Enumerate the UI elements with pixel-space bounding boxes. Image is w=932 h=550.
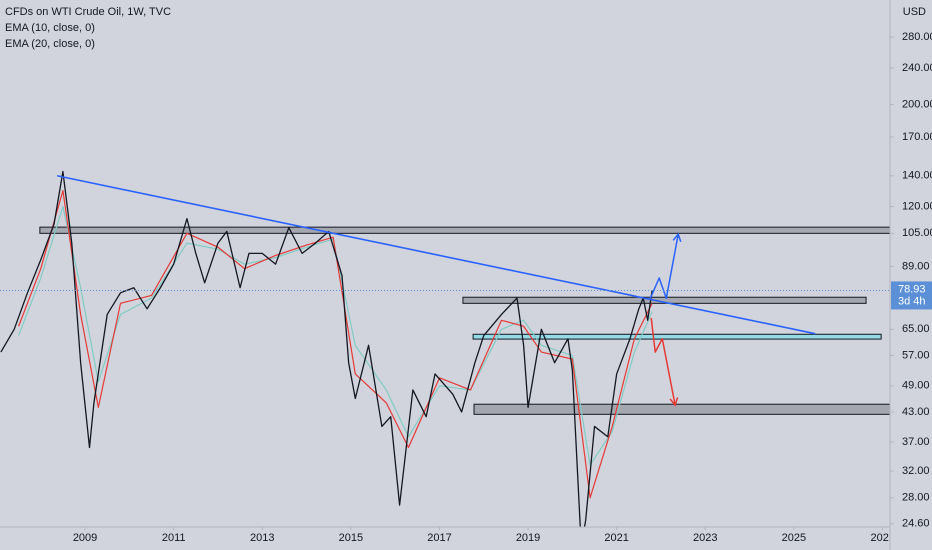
legend-entry: EMA (20, close, 0) — [5, 38, 95, 50]
last-price-label: 78.93 — [898, 283, 926, 295]
x-tick-label: 2025 — [782, 532, 806, 544]
price-zone — [473, 403, 890, 415]
y-tick-label: 37.00 — [902, 436, 930, 448]
y-tick-label: 140.00 — [902, 170, 932, 182]
y-tick-label: 200.00 — [902, 98, 932, 110]
y-tick-label: 24.60 — [902, 518, 930, 530]
y-tick-label: 280.00 — [902, 31, 932, 43]
x-tick-label: 2017 — [427, 532, 451, 544]
y-tick-label: 170.00 — [902, 131, 932, 143]
arrow-head — [672, 232, 682, 242]
price-line — [0, 170, 653, 527]
arrow-head — [669, 397, 679, 407]
y-tick-label: 43.00 — [902, 406, 930, 418]
price-zone — [472, 333, 882, 340]
price-zone — [39, 226, 890, 234]
y-tick-label: 105.00 — [902, 227, 932, 239]
projection-arrow — [649, 233, 679, 300]
x-tick-label: 202 — [870, 532, 888, 544]
trendline — [56, 174, 816, 335]
y-unit: USD — [903, 6, 926, 18]
x-tick-label: 2015 — [339, 532, 363, 544]
y-tick-label: 57.00 — [902, 349, 930, 361]
x-tick-label: 2011 — [162, 532, 186, 544]
last-price-box — [891, 281, 932, 310]
ema-line — [18, 190, 653, 499]
x-tick-label: 2013 — [250, 532, 274, 544]
countdown-label: 3d 4h — [898, 295, 926, 307]
x-tick-label: 2023 — [693, 532, 717, 544]
y-tick-label: 120.00 — [902, 201, 932, 213]
chart-title: CFDs on WTI Crude Oil, 1W, TVC — [5, 6, 171, 18]
price-zone — [462, 296, 867, 304]
y-tick-label: 32.00 — [902, 465, 930, 477]
plot-area — [0, 170, 890, 527]
ema-line — [18, 206, 653, 466]
legend-entry: EMA (10, close, 0) — [5, 22, 95, 34]
x-tick-label: 2019 — [516, 532, 540, 544]
y-tick-label: 65.00 — [902, 323, 930, 335]
y-tick-label: 49.00 — [902, 380, 930, 392]
x-axis: 2009 2011 2013 2015 2017 2019 2021 2023 2025 202 — [73, 532, 889, 544]
x-tick-label: 2009 — [73, 532, 97, 544]
y-tick-label: 89.00 — [902, 260, 930, 272]
y-tick-label: 240.00 — [902, 62, 932, 74]
projection-arrow — [650, 317, 676, 406]
x-tick-label: 2021 — [604, 532, 628, 544]
y-tick-label: 28.00 — [902, 492, 930, 504]
